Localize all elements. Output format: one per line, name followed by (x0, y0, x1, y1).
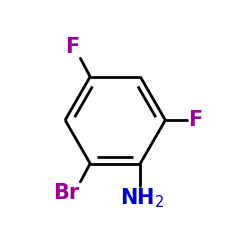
Text: F: F (188, 110, 203, 130)
Text: Br: Br (53, 183, 79, 203)
Text: NH$_2$: NH$_2$ (120, 187, 165, 210)
Text: F: F (65, 37, 79, 57)
